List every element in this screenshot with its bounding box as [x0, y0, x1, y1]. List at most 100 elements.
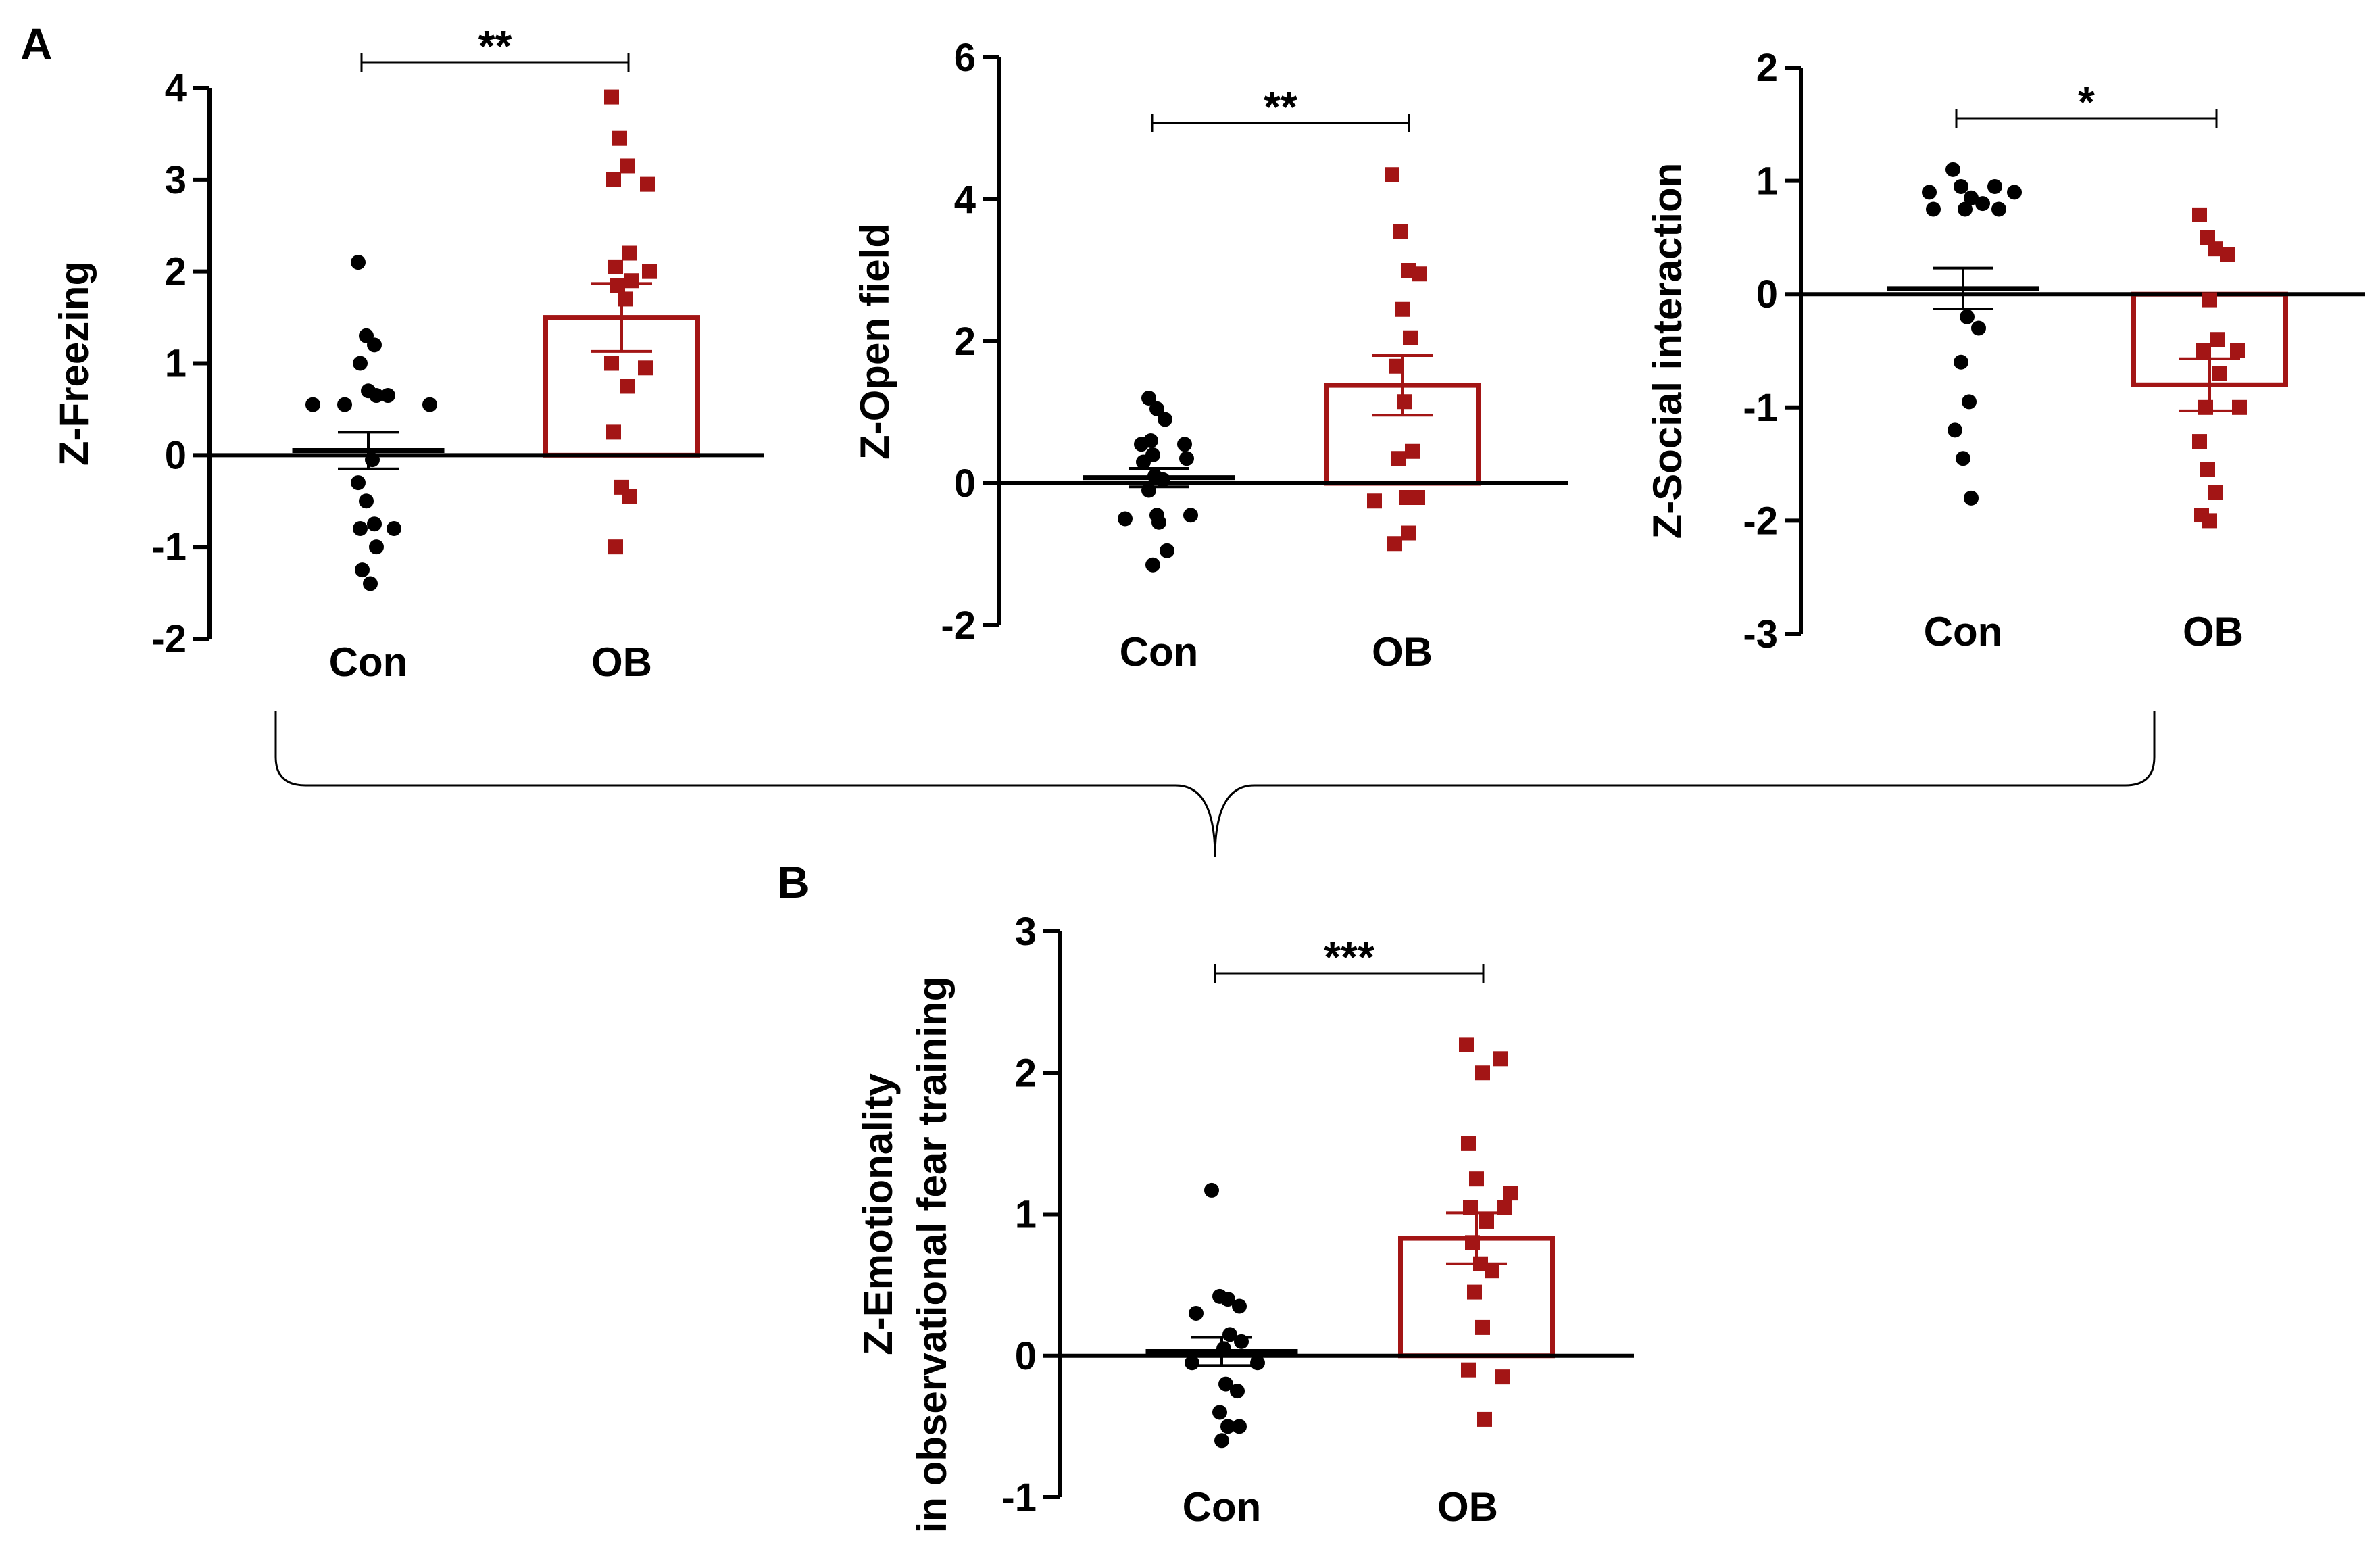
chart-emotionality: -1 0 1 2 3 Z-Emotionality in observational fea…: [856, 910, 1634, 1533]
data-point-con: [369, 388, 384, 404]
y-tick-label: 2: [954, 320, 976, 364]
data-point-con: [1216, 1341, 1231, 1357]
significance-label: **: [1264, 82, 1297, 131]
data-point-con: [351, 475, 366, 491]
data-point-ob: [1403, 330, 1418, 345]
data-point-con: [1179, 451, 1194, 466]
y-tick-label: 4: [954, 178, 976, 222]
y-axis-label: Z-Emotionality: [856, 1073, 901, 1355]
data-point-ob: [612, 130, 627, 146]
data-point-ob: [1391, 451, 1406, 466]
data-point-con: [1149, 401, 1164, 416]
data-point-con: [1960, 309, 1975, 324]
data-point-ob: [1367, 493, 1382, 509]
y-tick-label: -2: [1743, 499, 1778, 543]
data-point-con: [1183, 508, 1198, 523]
data-point-ob: [1475, 1065, 1490, 1081]
data-point-ob: [624, 273, 639, 289]
data-point-con: [353, 521, 368, 536]
data-point-ob: [2210, 332, 2225, 347]
data-point-ob: [620, 379, 635, 394]
y-axis-label: Z-Freezing: [51, 261, 97, 466]
data-point-ob: [1397, 394, 1412, 410]
data-point-ob: [608, 539, 623, 555]
y-tick-label: 0: [1015, 1334, 1037, 1378]
data-point-ob: [1395, 301, 1410, 317]
data-point-con: [1185, 1355, 1199, 1371]
data-point-ob: [1463, 1200, 1478, 1215]
data-point-ob: [1469, 1171, 1484, 1187]
data-point-ob: [1485, 1263, 1499, 1279]
x-tick-label-con: Con: [1924, 609, 2003, 654]
x-tick-label-ob: OB: [1372, 629, 1433, 675]
data-point-ob: [2202, 292, 2217, 308]
data-point-ob: [1473, 1256, 1488, 1271]
x-tick-label-con: Con: [1120, 629, 1199, 675]
y-tick-label: -2: [151, 617, 187, 661]
y-tick-label: -2: [941, 604, 976, 648]
data-point-con: [1118, 511, 1133, 527]
data-point-con: [1151, 514, 1166, 530]
y-tick-label: 3: [1015, 910, 1037, 954]
data-point-con: [355, 562, 370, 578]
data-point-con: [305, 397, 320, 412]
data-point-con: [1141, 391, 1156, 406]
data-point-ob: [1475, 1319, 1490, 1335]
y-tick-label: 6: [954, 36, 976, 80]
data-point-ob: [640, 176, 655, 192]
data-point-con: [387, 521, 401, 536]
data-point-con: [1177, 437, 1192, 452]
data-point-ob: [1465, 1235, 1480, 1250]
y-tick-label: 1: [165, 342, 187, 386]
data-point-ob: [2208, 485, 2223, 500]
data-point-con: [1222, 1327, 1237, 1342]
data-point-ob: [618, 291, 633, 307]
data-point-ob: [2198, 399, 2213, 415]
data-point-con: [1204, 1182, 1219, 1198]
data-point-con: [369, 539, 384, 555]
y-tick-label: 1: [1756, 160, 1778, 203]
data-point-ob: [2208, 241, 2223, 257]
data-point-con: [337, 397, 352, 412]
data-point-ob: [1401, 525, 1416, 541]
data-point-con: [1220, 1292, 1235, 1307]
data-point-con: [1218, 1376, 1233, 1392]
data-point-con: [1232, 1298, 1247, 1314]
data-point-con: [1160, 543, 1174, 558]
chart-freezing: -2 -1 0 1 2 3 4 Z-Freezing Con OB **: [51, 22, 764, 685]
data-point-con: [1234, 1334, 1249, 1349]
chart-open-field: -2 0 2 4 6 Z-Open field Con OB **: [852, 36, 1568, 675]
y-axis-label: Z-Social interaction: [1645, 163, 1690, 539]
y-axis-label-line2: in observational fear training: [910, 977, 955, 1534]
data-point-ob: [642, 264, 657, 279]
y-tick-label: 4: [165, 66, 187, 110]
data-point-ob: [1503, 1186, 1518, 1201]
significance-label: ***: [1324, 933, 1374, 981]
data-point-con: [365, 452, 380, 468]
data-point-con: [1991, 201, 2006, 217]
data-point-ob: [610, 278, 625, 293]
data-point-con: [1145, 557, 1160, 573]
data-point-con: [1964, 190, 1979, 205]
y-tick-label: -1: [1001, 1476, 1037, 1519]
significance-label: **: [478, 22, 512, 70]
data-point-ob: [606, 172, 621, 187]
data-point-con: [1954, 354, 1968, 370]
data-point-con: [1214, 1433, 1229, 1449]
data-point-ob: [2200, 230, 2215, 245]
data-point-ob: [1393, 224, 1408, 239]
y-tick-label: 2: [1015, 1051, 1037, 1095]
y-tick-label: 2: [165, 250, 187, 294]
data-point-ob: [2192, 434, 2207, 449]
data-point-ob: [1477, 1411, 1492, 1427]
data-point-con: [1232, 1419, 1247, 1434]
x-tick-label-ob: OB: [2183, 609, 2243, 654]
data-point-con: [1922, 185, 1937, 200]
data-point-con: [363, 576, 378, 591]
data-point-con: [351, 255, 366, 270]
data-point-con: [1136, 454, 1151, 470]
data-point-con: [1230, 1384, 1245, 1399]
data-point-con: [2007, 185, 2022, 200]
data-point-ob: [2230, 343, 2245, 358]
